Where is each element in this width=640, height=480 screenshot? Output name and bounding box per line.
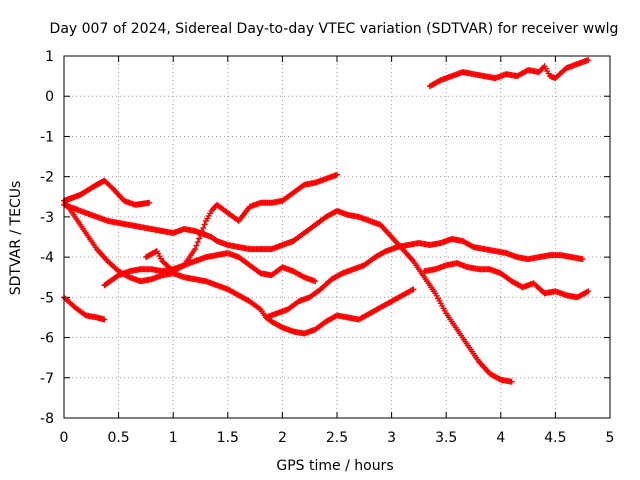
y-tick-label: -6: [40, 331, 54, 347]
x-tick-label: 2: [278, 430, 287, 446]
series-markers: [142, 171, 340, 275]
y-tick-label: 0: [45, 89, 54, 105]
y-tick-label: -4: [40, 250, 54, 266]
y-tick-label: -1: [40, 129, 54, 145]
x-tick-label: 4.5: [544, 430, 566, 446]
x-tick-label: 1.5: [217, 430, 239, 446]
series-track-7: [263, 236, 586, 321]
y-axis-label: SDTVAR / TECUs: [8, 181, 24, 296]
series-track-9: [426, 57, 592, 90]
plot-frame: [63, 55, 611, 419]
series-markers: [421, 260, 592, 301]
series-markers: [263, 236, 586, 321]
series-track-8: [421, 260, 592, 301]
x-axis-label: GPS time / hours: [276, 458, 393, 474]
x-tick-label: 4: [496, 430, 505, 446]
y-tick-label: -5: [40, 290, 54, 306]
y-tick-label: -2: [40, 170, 54, 186]
y-tick-labels: -8 -7 -6 -5 -4 -3 -2 -1 0 1: [40, 49, 54, 427]
x-tick-label: 0: [60, 430, 69, 446]
chart-title: Day 007 of 2024, Sidereal Day-to-day VTE…: [50, 21, 619, 37]
y-tick-label: -7: [40, 371, 54, 387]
x-tick-label: 3.5: [435, 430, 457, 446]
y-tick-label: -3: [40, 210, 54, 226]
x-tick-label: 1: [169, 430, 178, 446]
x-tick-label: 0.5: [107, 430, 129, 446]
x-tick-label: 2.5: [326, 430, 348, 446]
x-tick-label: 3: [387, 430, 396, 446]
series-markers: [426, 57, 592, 90]
series-track-6: [142, 171, 340, 275]
x-tick-label: 5: [606, 430, 615, 446]
x-tick-labels: 0 0.5 1 1.5 2 2.5 3 3.5 4 4.5 5: [60, 430, 615, 446]
y-tick-label: -8: [40, 411, 54, 427]
y-tick-label: 1: [45, 49, 54, 65]
